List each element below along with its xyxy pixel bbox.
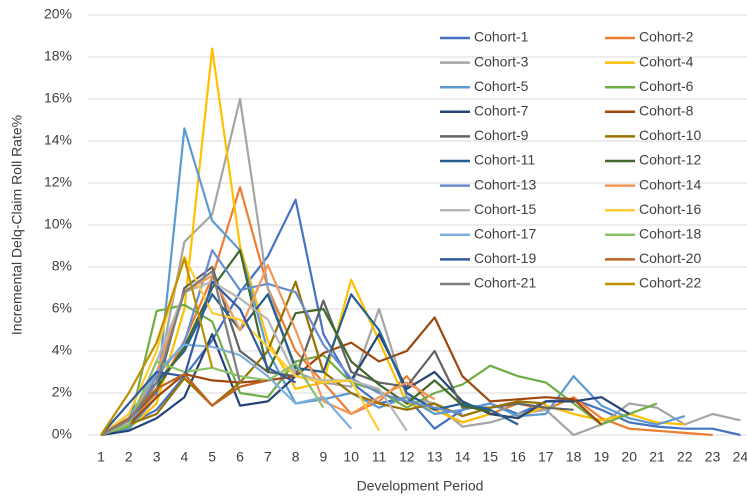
legend-label: Cohort-21 [474,275,536,291]
legend-label: Cohort-13 [474,176,536,192]
legend-label: Cohort-4 [639,53,694,69]
x-tick-label: 11 [372,449,387,465]
series-line [100,255,380,436]
x-tick-label: 14 [455,449,471,465]
x-tick-label: 22 [677,449,693,465]
x-tick-label: 16 [510,449,526,465]
legend-label: Cohort-7 [474,103,529,119]
legend-label: Cohort-9 [474,127,529,143]
x-tick-label: 10 [343,449,359,465]
series-line [100,280,297,436]
legend-label: Cohort-16 [639,201,701,217]
x-tick-label: 13 [427,449,443,465]
x-tick-label: 1 [97,449,105,465]
series-line [100,257,214,436]
y-tick-label: 12% [44,174,72,190]
legend-label: Cohort-22 [639,275,701,291]
series-line [100,280,546,437]
series-line [100,127,686,437]
y-tick-label: 16% [44,90,72,106]
y-tick-label: 6% [52,300,72,316]
x-tick-label: 17 [538,449,554,465]
legend-label: Cohort-3 [474,53,529,69]
series-line [100,303,658,437]
x-tick-label: 20 [621,449,637,465]
legend-label: Cohort-2 [639,29,694,45]
legend-label: Cohort-8 [639,103,694,119]
x-tick-label: 4 [181,449,189,465]
x-axis-title: Development Period [357,478,484,494]
x-tick-label: 8 [292,449,300,465]
x-tick-label: 2 [125,449,133,465]
legend-label: Cohort-17 [474,226,536,242]
y-tick-label: 0% [52,426,72,442]
x-tick-label: 5 [208,449,216,465]
x-tick-label: 21 [649,449,665,465]
x-tick-label: 9 [320,449,328,465]
y-tick-label: 10% [44,216,72,232]
y-tick-label: 8% [52,258,72,274]
x-tick-label: 15 [482,449,498,465]
series-line [100,270,242,436]
y-tick-label: 2% [52,384,72,400]
y-tick-label: 4% [52,342,72,358]
y-tick-label: 14% [44,132,72,148]
y-tick-label: 20% [44,6,72,22]
legend-label: Cohort-1 [474,29,529,45]
series-line [100,373,269,436]
x-tick-label: 23 [705,449,721,465]
x-tick-label: 19 [594,449,610,465]
y-tick-label: 18% [44,48,72,64]
legend-label: Cohort-15 [474,201,536,217]
legend-label: Cohort-18 [639,226,701,242]
legend-label: Cohort-10 [639,127,701,143]
series-line [100,249,491,436]
x-tick-label: 7 [264,449,272,465]
x-tick-label: 12 [399,449,415,465]
legend-label: Cohort-11 [474,152,535,168]
legend-label: Cohort-12 [639,152,701,168]
series-line [100,47,685,437]
x-tick-label: 18 [566,449,582,465]
legend-label: Cohort-19 [474,250,536,266]
legend-label: Cohort-20 [639,250,701,266]
x-tick-label: 3 [153,449,161,465]
legend-label: Cohort-5 [474,78,529,94]
legend-label: Cohort-14 [639,176,701,192]
y-axis-title: Incremental Delq-Claim Roll Rate% [9,115,25,335]
legend-label: Cohort-6 [639,78,694,94]
x-tick-label: 24 [733,449,747,465]
x-tick-label: 6 [236,449,244,465]
